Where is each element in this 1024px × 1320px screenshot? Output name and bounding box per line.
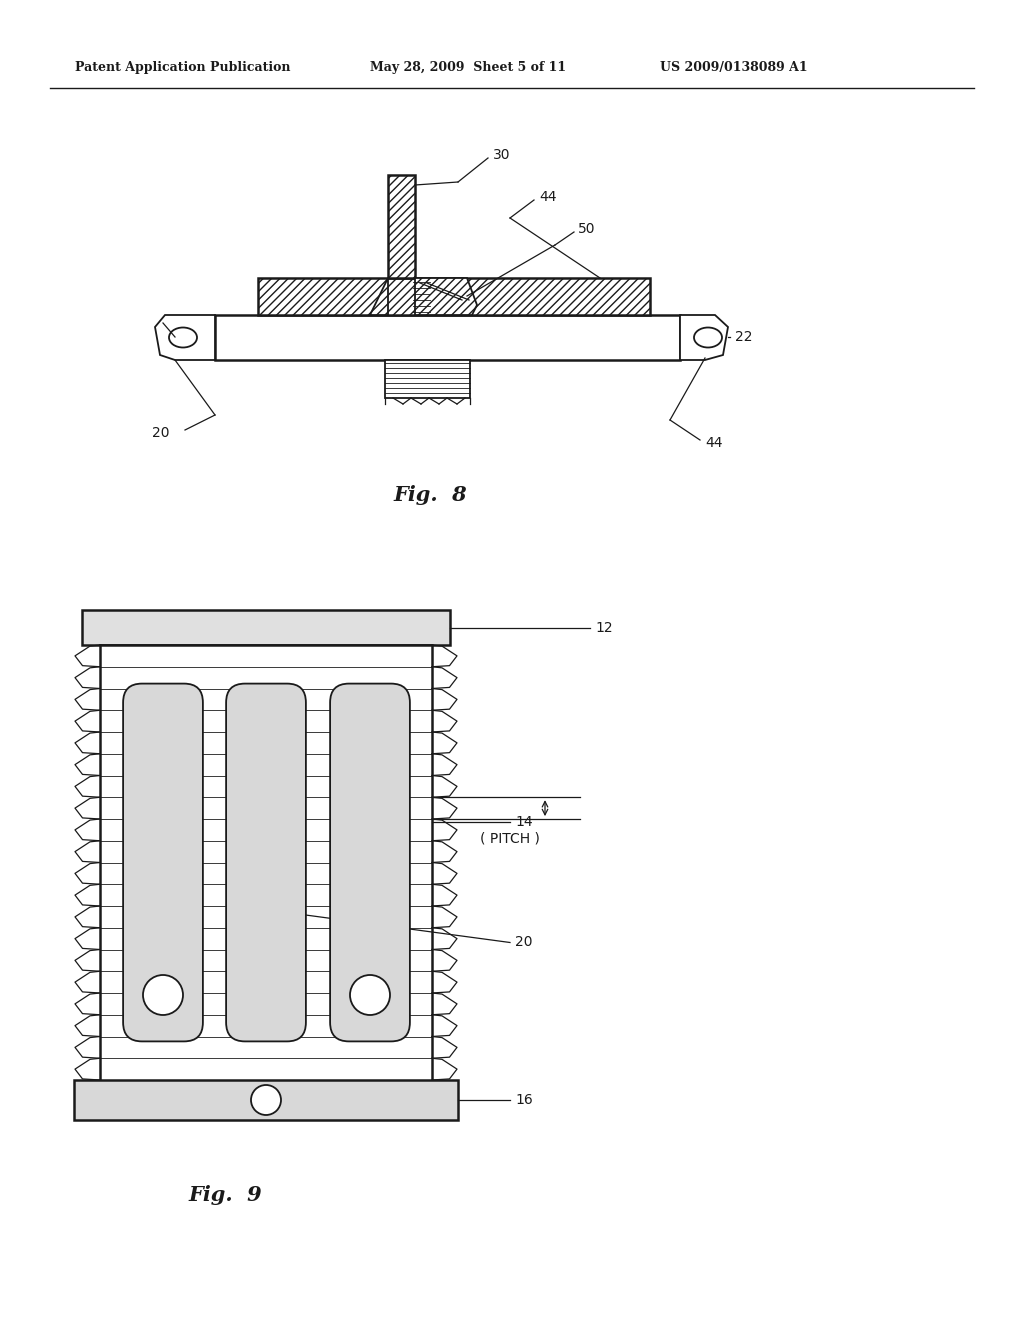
Text: 50: 50: [578, 222, 596, 236]
Text: 16: 16: [515, 1093, 532, 1107]
Polygon shape: [155, 315, 215, 360]
Polygon shape: [415, 279, 477, 315]
Polygon shape: [215, 315, 680, 360]
Circle shape: [350, 975, 390, 1015]
Text: ( PITCH ): ( PITCH ): [480, 832, 540, 845]
Text: Patent Application Publication: Patent Application Publication: [75, 62, 291, 74]
Text: 30: 30: [493, 148, 511, 162]
Bar: [82, 610, 450, 645]
Bar: [100, 645, 432, 1080]
Bar: [258, 279, 650, 315]
Text: 20: 20: [515, 936, 532, 949]
Text: US 2009/0138089 A1: US 2009/0138089 A1: [660, 62, 808, 74]
Text: 20: 20: [152, 426, 170, 440]
Text: May 28, 2009  Sheet 5 of 11: May 28, 2009 Sheet 5 of 11: [370, 62, 566, 74]
Polygon shape: [370, 279, 388, 315]
Text: 44: 44: [705, 436, 723, 450]
Text: 12: 12: [595, 620, 612, 635]
Text: 22: 22: [735, 330, 753, 345]
Text: 44: 44: [539, 190, 556, 205]
Text: Fig.  8: Fig. 8: [393, 484, 467, 506]
Bar: [388, 176, 415, 279]
Ellipse shape: [694, 327, 722, 347]
FancyBboxPatch shape: [226, 684, 306, 1041]
Ellipse shape: [169, 327, 197, 347]
Polygon shape: [680, 315, 728, 360]
Text: 14: 14: [515, 814, 532, 829]
Circle shape: [251, 1085, 281, 1115]
Circle shape: [143, 975, 183, 1015]
Polygon shape: [385, 360, 470, 399]
Text: Fig.  9: Fig. 9: [188, 1185, 262, 1205]
Bar: [74, 1080, 458, 1119]
FancyBboxPatch shape: [330, 684, 410, 1041]
FancyBboxPatch shape: [123, 684, 203, 1041]
